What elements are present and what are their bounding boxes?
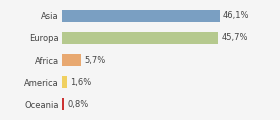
Bar	[62, 76, 67, 88]
Text: 1,6%: 1,6%	[70, 78, 91, 87]
Bar	[62, 54, 81, 66]
Text: 5,7%: 5,7%	[84, 55, 105, 65]
Text: 46,1%: 46,1%	[223, 11, 249, 20]
Bar	[62, 98, 64, 110]
Text: 0,8%: 0,8%	[67, 100, 88, 109]
Text: 45,7%: 45,7%	[221, 33, 248, 42]
Bar	[62, 10, 220, 22]
Bar	[62, 32, 218, 44]
